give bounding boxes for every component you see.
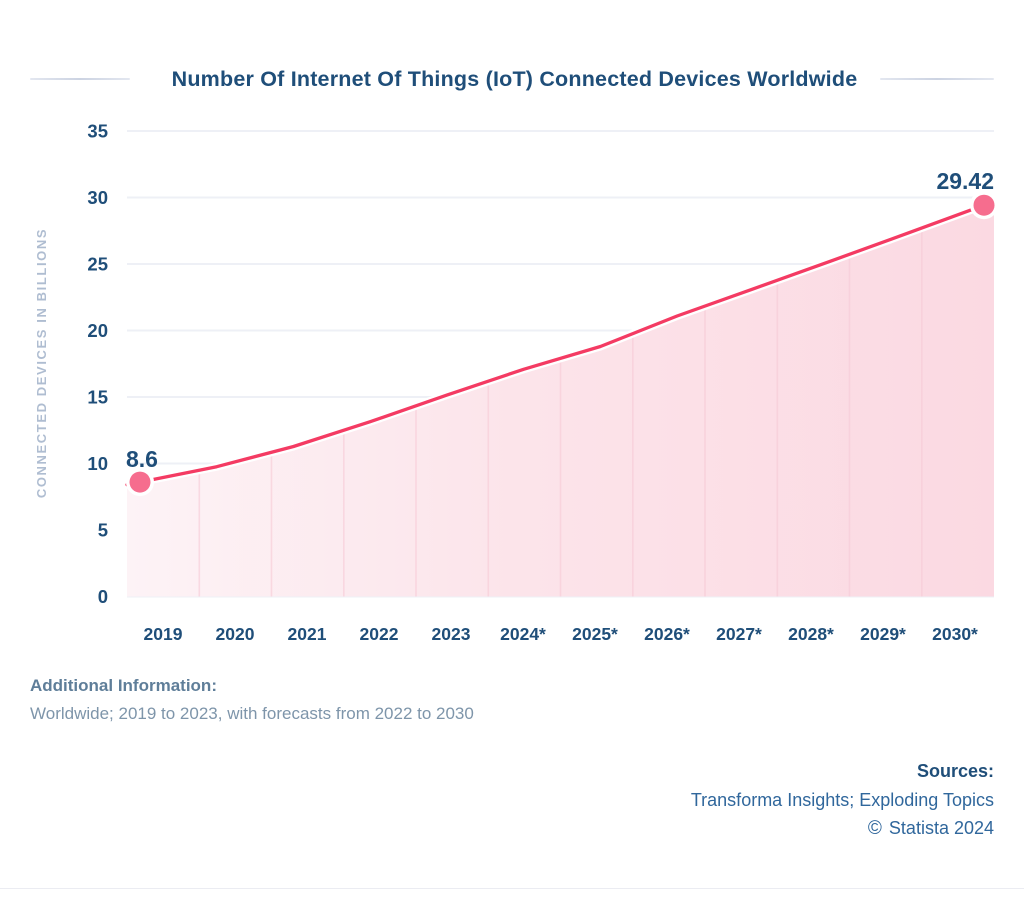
- x-tick-label: 2023: [432, 624, 471, 644]
- y-tick-label: 35: [87, 121, 108, 142]
- x-tick-label: 2024*: [500, 624, 546, 644]
- x-tick-label: 2026*: [644, 624, 690, 644]
- y-tick-label: 5: [98, 520, 108, 541]
- x-tick-label: 2029*: [860, 624, 906, 644]
- y-tick-label: 20: [87, 320, 108, 341]
- sources-label: Sources:: [916, 761, 994, 781]
- chart-header: Number Of Internet Of Things (IoT) Conne…: [30, 66, 994, 92]
- point-label-last: 29.42: [936, 168, 994, 194]
- y-tick-label: 10: [87, 453, 108, 474]
- point-label-first: 8.6: [126, 446, 158, 472]
- x-tick-label: 2019: [144, 624, 183, 644]
- data-point-marker-2030: [973, 194, 995, 216]
- bottom-divider: [0, 888, 1024, 889]
- y-tick-label: 30: [87, 187, 108, 208]
- copyright-line: © Statista 2024: [691, 814, 994, 844]
- y-axis-title: CONNECTED DEVICES IN BILLIONS: [34, 228, 49, 498]
- x-tick-label: 2020: [216, 624, 255, 644]
- y-tick-label: 0: [98, 586, 108, 607]
- page-title: Number Of Internet Of Things (IoT) Conne…: [171, 67, 858, 91]
- sources-block: Sources: Transforma Insights; Exploding …: [691, 757, 994, 844]
- y-tick-label: 15: [87, 387, 108, 408]
- x-tick-label: 2028*: [788, 624, 834, 644]
- additional-information-block: Additional Information: Worldwide; 2019 …: [30, 676, 474, 724]
- trend-line: [125, 199, 996, 487]
- x-tick-label: 2021: [288, 624, 327, 644]
- x-tick-label: 2025*: [572, 624, 618, 644]
- x-tick-label: 2022: [360, 624, 399, 644]
- additional-information-text: Worldwide; 2019 to 2023, with forecasts …: [30, 704, 474, 723]
- title-rule-left: [30, 78, 130, 80]
- title-rule-right: [880, 78, 994, 80]
- sources-text: Transforma Insights; Exploding Topics: [690, 789, 994, 810]
- y-tick-label: 25: [87, 254, 108, 275]
- data-point-marker-2019: [129, 471, 151, 493]
- x-tick-label: 2030*: [932, 624, 978, 644]
- iot-devices-area-chart: 0 5 10 15 20 25 30 35 8.6 29.42 2019 2020 2021 2022 20…: [34, 120, 996, 644]
- x-tick-label: 2027*: [716, 624, 762, 644]
- copyright-icon: ©: [867, 818, 882, 839]
- additional-information-label: Additional Information:: [30, 676, 217, 695]
- copyright-text: Statista 2024: [888, 818, 994, 838]
